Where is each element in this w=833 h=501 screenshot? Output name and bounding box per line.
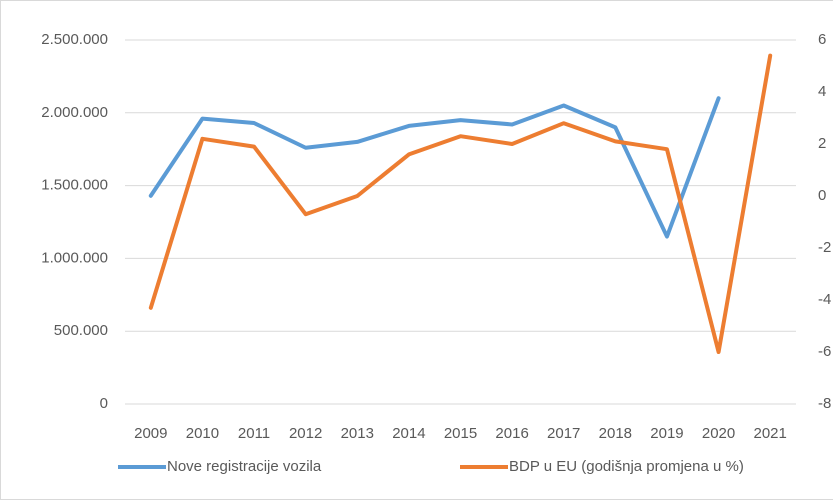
y2-tick-label: 2 (818, 135, 826, 152)
y-tick-label: 2.500.000 (41, 31, 108, 48)
y-tick-label: 0 (100, 395, 108, 412)
legend-label: Nove registracije vozila (167, 458, 322, 475)
y-tick-label: 1.000.000 (41, 249, 108, 266)
y2-tick-label: 4 (818, 83, 826, 100)
y2-tick-label: -4 (818, 291, 831, 308)
x-tick-label: 2015 (444, 425, 477, 442)
y2-tick-label: -8 (818, 395, 831, 412)
y2-tick-label: 0 (818, 187, 826, 204)
x-tick-label: 2011 (238, 425, 270, 442)
x-tick-label: 2009 (134, 425, 167, 442)
series-line (148, 96, 721, 239)
x-tick-label: 2012 (289, 425, 322, 442)
y2-tick-label: -6 (818, 343, 831, 360)
x-tick-label: 2020 (702, 425, 735, 442)
legend-label: BDP u EU (godišnja promjena u %) (509, 458, 744, 475)
y-tick-label: 2.000.000 (41, 104, 108, 121)
y-tick-label: 1.500.000 (41, 177, 108, 194)
x-tick-label: 2018 (599, 425, 632, 442)
series-line (148, 53, 773, 354)
x-tick-label: 2016 (495, 425, 528, 442)
y2-tick-label: 6 (818, 31, 826, 48)
x-tick-label: 2014 (392, 425, 425, 442)
x-tick-label: 2013 (341, 425, 374, 442)
x-tick-label: 2017 (547, 425, 580, 442)
x-tick-label: 2010 (186, 425, 219, 442)
x-tick-label: 2021 (754, 425, 787, 442)
x-tick-label: 2019 (650, 425, 683, 442)
y-tick-label: 500.000 (54, 322, 108, 339)
y2-tick-label: -2 (818, 239, 831, 256)
